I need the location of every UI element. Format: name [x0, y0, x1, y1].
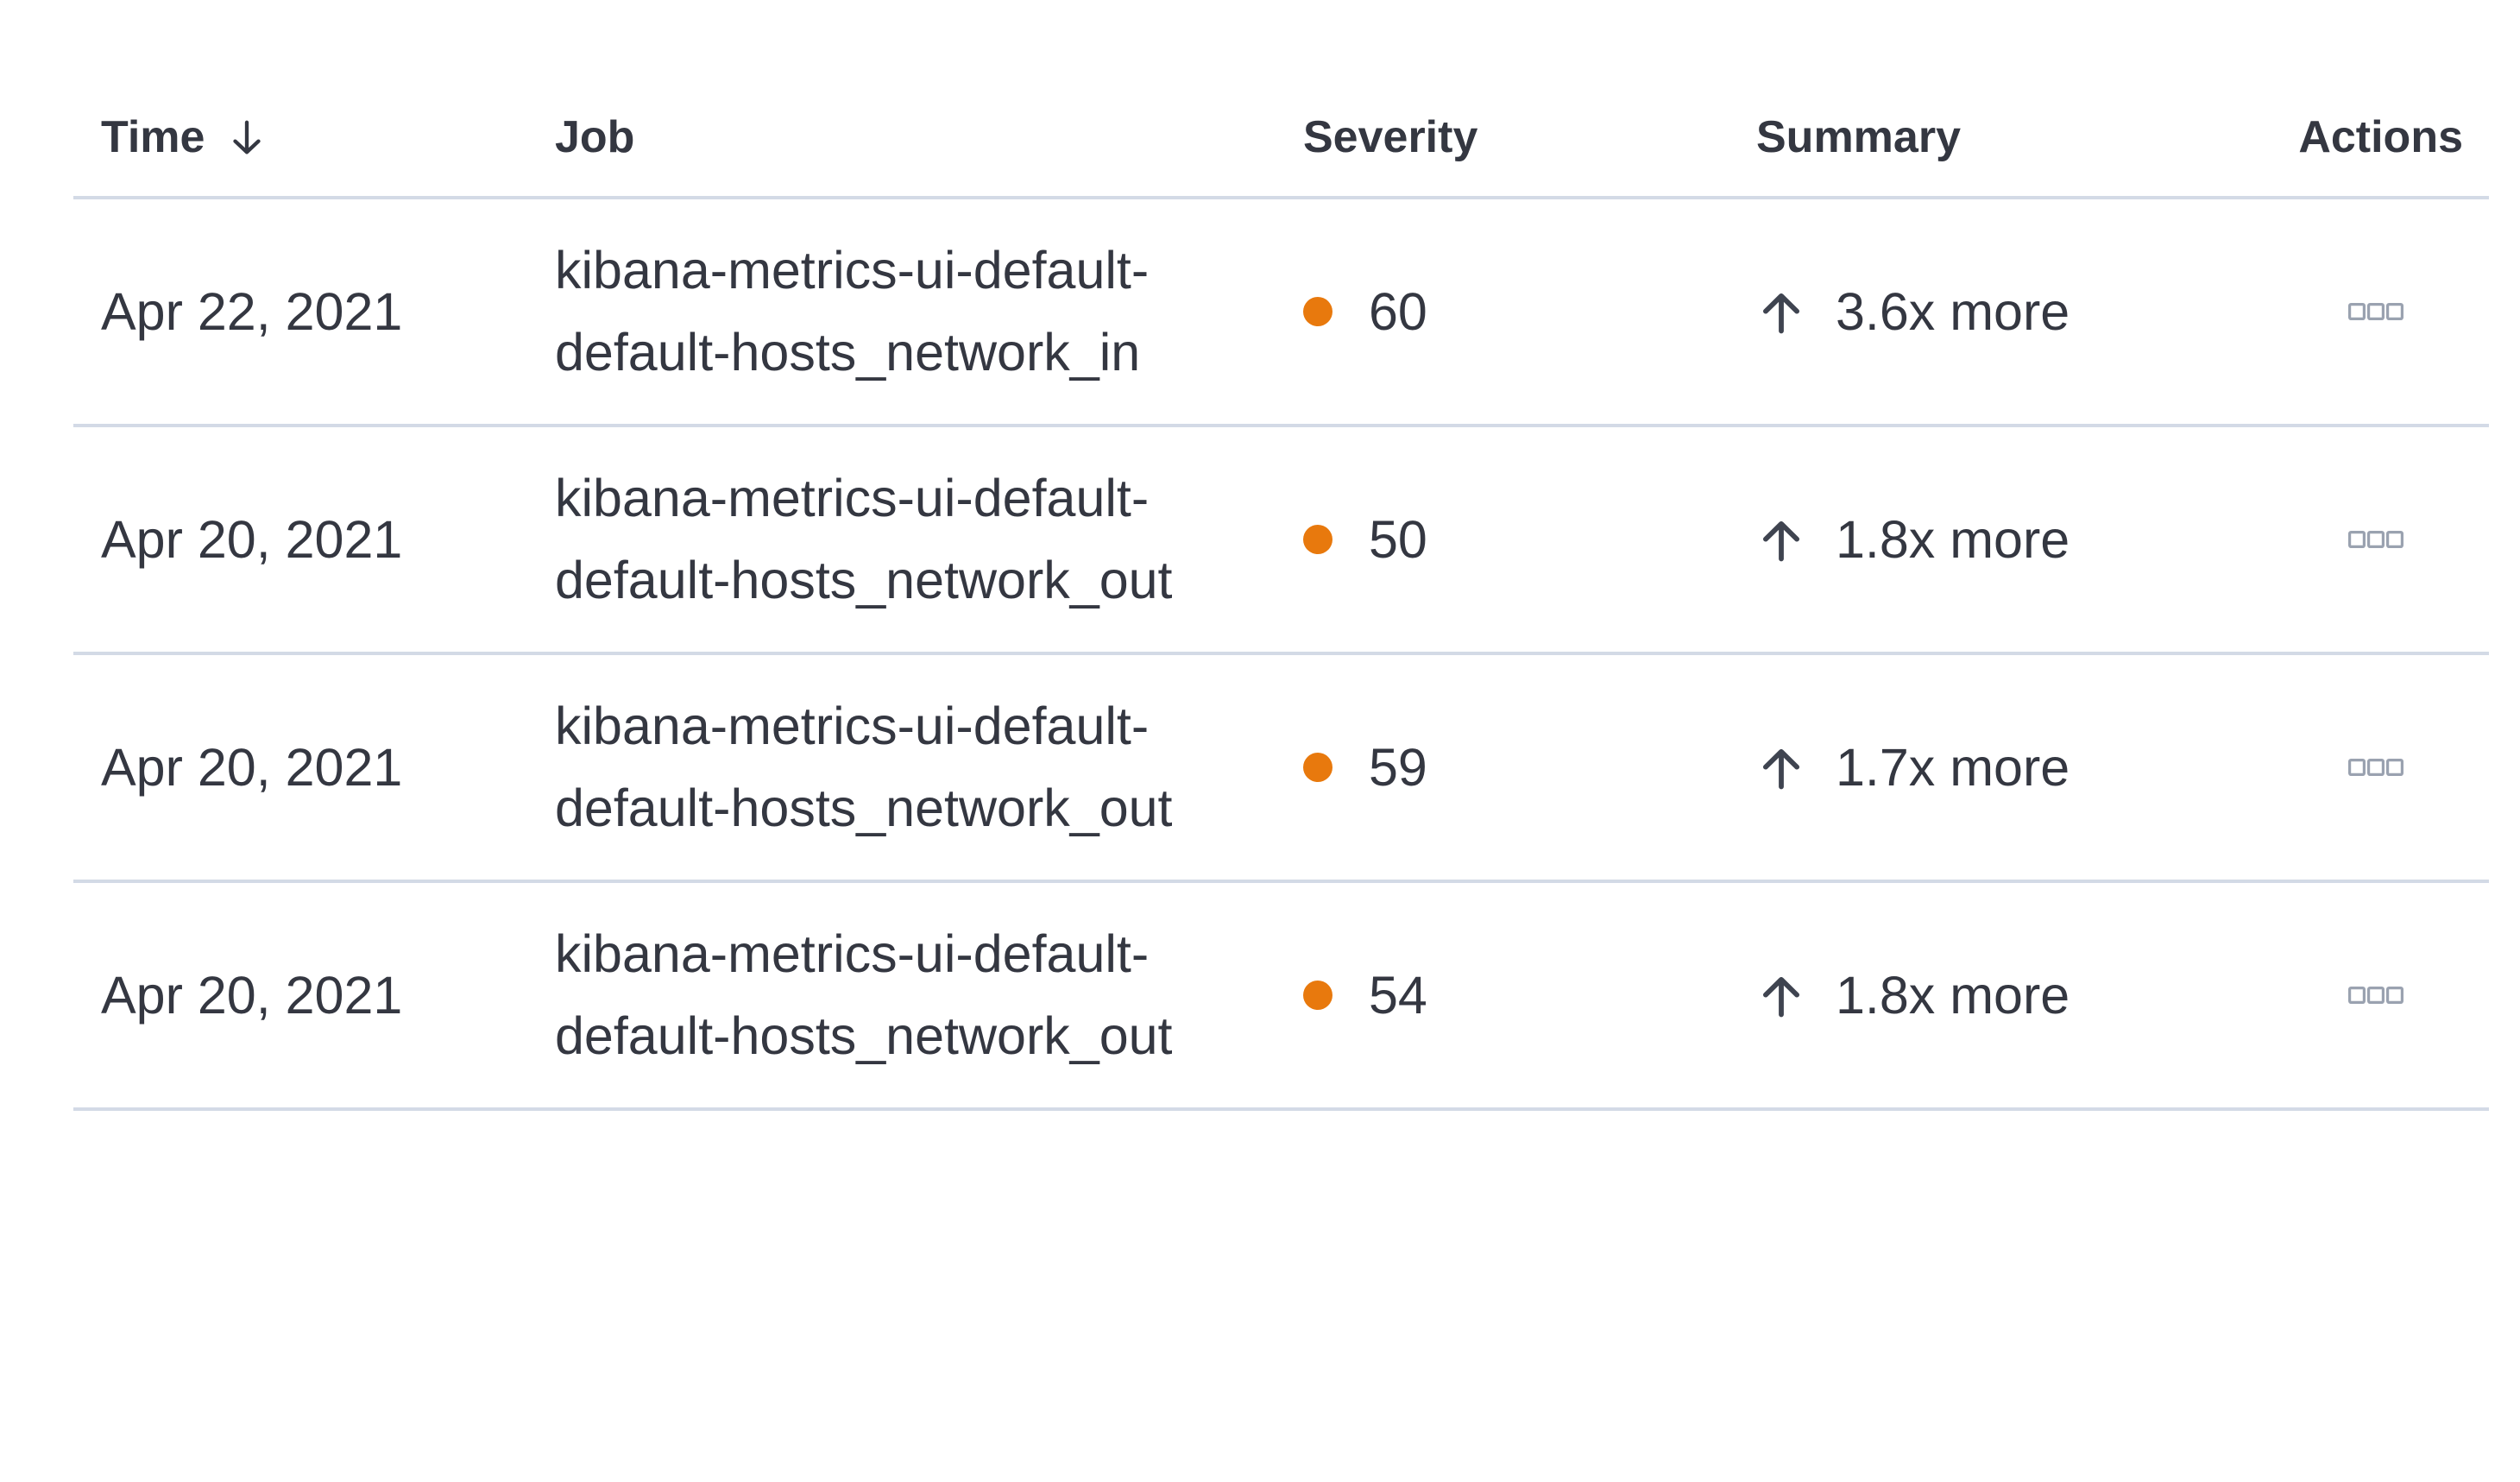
severity-cell: 50 — [1303, 509, 1756, 570]
column-header-time-label: Time — [101, 111, 205, 162]
severity-score: 60 — [1369, 282, 1427, 341]
job-name-line-1: kibana-metrics-ui-default- — [555, 241, 1150, 300]
row-actions-button[interactable] — [2341, 980, 2410, 1011]
actions-cell — [2292, 759, 2489, 776]
sort-descending-icon — [233, 120, 261, 154]
time-value: Apr 20, 2021 — [101, 510, 403, 569]
job-name-line-1: kibana-metrics-ui-default- — [555, 697, 1150, 755]
summary-text: 1.8x more — [1836, 510, 2070, 569]
time-cell: Apr 20, 2021 — [73, 737, 555, 798]
table-row: Apr 20, 2021 kibana-metrics-ui-default- … — [73, 883, 2489, 1111]
job-name-line-1: kibana-metrics-ui-default- — [555, 924, 1150, 983]
severity-score: 54 — [1369, 966, 1427, 1025]
column-header-summary[interactable]: Summary — [1756, 111, 2292, 163]
anomalies-table: Time Job Severity Summary Actions Apr 22… — [73, 78, 2489, 1111]
summary-cell: 3.6x more — [1756, 281, 2292, 342]
column-header-summary-label: Summary — [1756, 111, 1961, 162]
summary-cell: 1.8x more — [1756, 965, 2292, 1025]
time-cell: Apr 22, 2021 — [73, 281, 555, 342]
column-header-job-label: Job — [555, 111, 635, 162]
summary-text: 1.7x more — [1836, 738, 2070, 797]
arrow-up-icon — [1762, 520, 1800, 562]
arrow-up-icon — [1762, 976, 1800, 1018]
job-name-line-2: default-hosts_network_out — [555, 779, 1173, 837]
job-cell: kibana-metrics-ui-default- default-hosts… — [555, 913, 1303, 1077]
summary-cell: 1.7x more — [1756, 737, 2292, 798]
column-header-actions: Actions — [2292, 111, 2489, 163]
time-value: Apr 20, 2021 — [101, 738, 403, 797]
severity-dot-icon — [1303, 981, 1332, 1010]
boxes-horizontal-icon — [2348, 303, 2403, 320]
job-cell: kibana-metrics-ui-default- default-hosts… — [555, 457, 1303, 621]
severity-cell: 59 — [1303, 737, 1756, 798]
severity-score: 59 — [1369, 738, 1427, 797]
job-name-line-2: default-hosts_network_out — [555, 551, 1173, 609]
column-header-actions-label: Actions — [2298, 111, 2463, 162]
time-cell: Apr 20, 2021 — [73, 965, 555, 1025]
actions-cell — [2292, 987, 2489, 1004]
job-cell: kibana-metrics-ui-default- default-hosts… — [555, 685, 1303, 849]
severity-score: 50 — [1369, 510, 1427, 569]
time-value: Apr 20, 2021 — [101, 966, 403, 1025]
row-actions-button[interactable] — [2341, 296, 2410, 327]
severity-cell: 60 — [1303, 281, 1756, 342]
severity-cell: 54 — [1303, 965, 1756, 1025]
job-name-line-2: default-hosts_network_out — [555, 1006, 1173, 1065]
job-name-line-2: default-hosts_network_in — [555, 323, 1141, 382]
table-header-row: Time Job Severity Summary Actions — [73, 78, 2489, 199]
actions-cell — [2292, 531, 2489, 548]
severity-dot-icon — [1303, 297, 1332, 326]
severity-dot-icon — [1303, 525, 1332, 554]
actions-cell — [2292, 303, 2489, 320]
boxes-horizontal-icon — [2348, 759, 2403, 776]
table-row: Apr 20, 2021 kibana-metrics-ui-default- … — [73, 427, 2489, 655]
column-header-job[interactable]: Job — [555, 111, 1303, 163]
row-actions-button[interactable] — [2341, 524, 2410, 555]
column-header-severity[interactable]: Severity — [1303, 111, 1756, 163]
boxes-horizontal-icon — [2348, 987, 2403, 1004]
job-name-line-1: kibana-metrics-ui-default- — [555, 469, 1150, 527]
summary-text: 3.6x more — [1836, 282, 2070, 341]
column-header-time[interactable]: Time — [73, 111, 555, 163]
severity-dot-icon — [1303, 753, 1332, 782]
summary-text: 1.8x more — [1836, 966, 2070, 1025]
job-cell: kibana-metrics-ui-default- default-hosts… — [555, 230, 1303, 394]
time-cell: Apr 20, 2021 — [73, 509, 555, 570]
arrow-up-icon — [1762, 748, 1800, 790]
summary-cell: 1.8x more — [1756, 509, 2292, 570]
table-row: Apr 20, 2021 kibana-metrics-ui-default- … — [73, 655, 2489, 883]
table-row: Apr 22, 2021 kibana-metrics-ui-default- … — [73, 199, 2489, 427]
arrow-up-icon — [1762, 293, 1800, 334]
time-value: Apr 22, 2021 — [101, 282, 403, 341]
column-header-severity-label: Severity — [1303, 111, 1478, 162]
boxes-horizontal-icon — [2348, 531, 2403, 548]
row-actions-button[interactable] — [2341, 752, 2410, 783]
